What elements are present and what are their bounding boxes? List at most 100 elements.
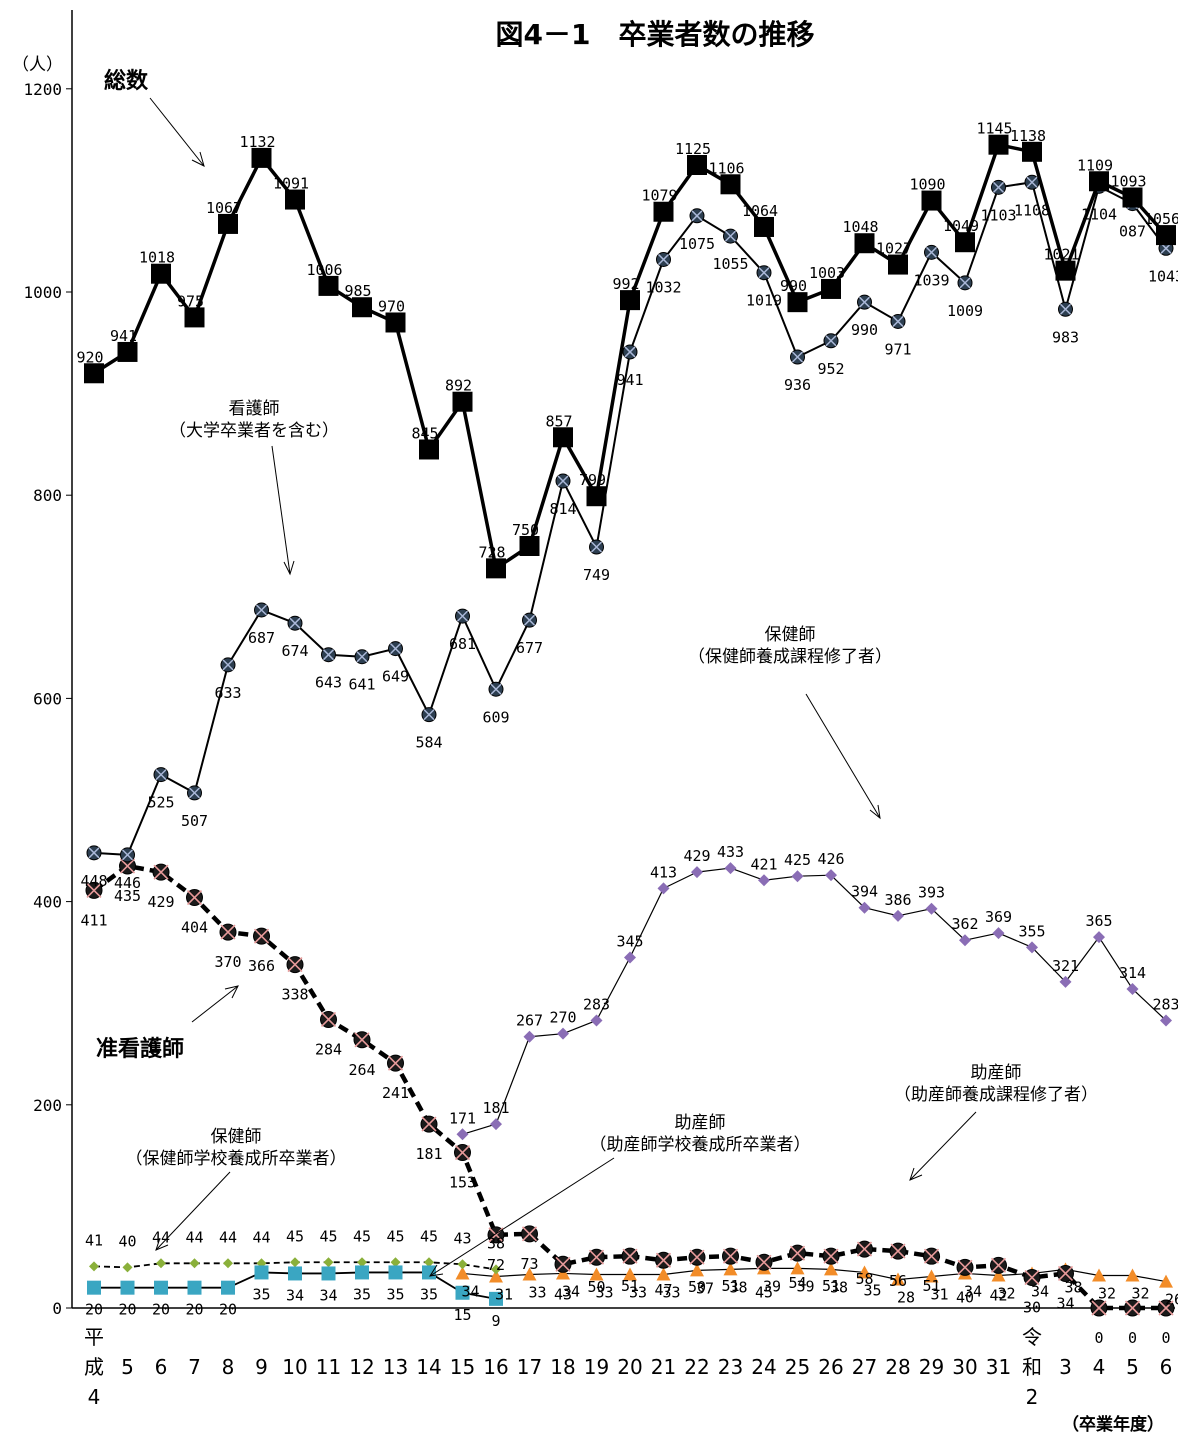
x-tick-label: 25	[785, 1355, 810, 1379]
data-label-nurse: 643	[315, 674, 342, 692]
data-label-phn-school: 20	[85, 1301, 103, 1319]
marker-total	[888, 254, 908, 275]
data-label-mw-school: 45	[286, 1227, 304, 1245]
marker-mw-school	[290, 1257, 300, 1268]
marker-nurse-cross	[523, 614, 536, 626]
marker-assoc-cross	[186, 889, 203, 906]
marker-nurse-cross	[222, 659, 234, 671]
marker-nurse-cross	[188, 787, 201, 799]
x-tick-label: 12	[349, 1355, 374, 1379]
data-label-total: 1106	[708, 159, 744, 177]
data-label-mw-course: 32	[997, 1284, 1015, 1302]
data-label-phn-school: 15	[453, 1306, 471, 1324]
data-label-phn-course: 425	[784, 851, 811, 869]
marker-nurse-cross	[892, 315, 904, 327]
marker-total	[218, 213, 238, 234]
data-label-mw-school: 45	[420, 1227, 438, 1245]
marker-assoc-cross	[153, 864, 169, 880]
marker-mw-course	[824, 1262, 838, 1276]
y-tick-label: 1000	[23, 283, 62, 302]
marker-nurse-cross	[758, 267, 770, 279]
data-label-nurse: 1103	[980, 206, 1016, 224]
marker-mw-school	[223, 1258, 233, 1269]
data-label-assoc: 284	[315, 1040, 342, 1058]
marker-total	[117, 341, 138, 362]
data-label-mw-course: 34	[964, 1282, 982, 1300]
data-label-assoc: 370	[214, 953, 241, 971]
marker-mw-course	[522, 1267, 537, 1281]
marker-phn-course	[791, 870, 804, 883]
data-labels: 34 31 33 34 33 33 33 37 38 39 39 38 35 28 31 34 32 34 38 32…	[76, 120, 1178, 1347]
marker-total	[687, 155, 707, 175]
data-label-mw-course: 34	[461, 1282, 479, 1300]
marker-phn-course	[1059, 975, 1072, 988]
marker-total	[586, 486, 607, 507]
data-label-nurse: 677	[516, 639, 543, 657]
marker-assoc-cross	[823, 1248, 839, 1264]
marker-total	[720, 174, 741, 195]
x-tick-label: 15	[450, 1355, 475, 1379]
data-label-phn-school: 35	[353, 1285, 371, 1303]
marker-mw-course	[455, 1266, 470, 1280]
x-tick-label: 3	[1059, 1355, 1072, 1379]
marker-total	[1156, 225, 1176, 246]
data-label-assoc: 264	[348, 1061, 375, 1079]
marker-nurse-cross	[657, 253, 670, 266]
data-label-phn-school: 20	[152, 1301, 170, 1319]
data-label-total: 799	[579, 471, 606, 489]
data-label-phn-course: 421	[750, 855, 777, 873]
data-label-nurse: 674	[281, 642, 308, 660]
data-label-assoc: 50	[688, 1278, 706, 1296]
marker-nurse-cross	[825, 335, 837, 347]
chart-title: 図4－1 卒業者数の推移	[496, 18, 815, 51]
marker-total	[486, 558, 506, 579]
annotation-phn-school-arrowhead	[155, 1237, 169, 1251]
marker-total	[653, 201, 674, 222]
data-label-mw-school: 40	[118, 1232, 136, 1250]
data-label-mw-school: 44	[152, 1228, 170, 1246]
marker-total	[251, 147, 272, 168]
annotation-phn-school-line2: （保健師学校養成所卒業者）	[126, 1149, 347, 1169]
marker-mw-school	[424, 1257, 434, 1268]
marker-phn-school	[221, 1280, 235, 1295]
x-tick-label: 4	[88, 1385, 101, 1409]
data-label-assoc: 435	[114, 887, 141, 905]
marker-mw-course	[924, 1269, 939, 1283]
x-tick-label: 10	[282, 1355, 307, 1379]
x-tick-label: 6	[1160, 1355, 1173, 1379]
series-line-phn-course	[462, 867, 1167, 1135]
data-label-total: 1027	[876, 240, 912, 258]
data-label-mw-course: 31	[930, 1286, 948, 1304]
data-label-total: 845	[411, 424, 438, 442]
marker-assoc-cross	[287, 957, 303, 973]
data-label-mw-course: 33	[595, 1283, 613, 1301]
x-tick-label: 24	[751, 1355, 776, 1379]
data-label-total: 1138	[1010, 127, 1046, 145]
annotation-mw-school-line1: 助産師	[675, 1113, 726, 1133]
marker-mw-course	[656, 1267, 671, 1281]
x-tick-label: 28	[885, 1355, 910, 1379]
marker-phn-course	[758, 874, 770, 887]
data-label-mw-school: 44	[185, 1228, 203, 1246]
data-label-nurse: 446	[114, 874, 141, 892]
data-label-mw-course: 31	[495, 1286, 513, 1304]
data-label-assoc: 54	[788, 1274, 806, 1292]
marker-nurse-cross	[858, 296, 871, 308]
marker-nurse-cross	[590, 541, 603, 553]
data-label-assoc: 47	[654, 1281, 672, 1299]
marker-phn-school	[120, 1280, 135, 1295]
marker-total	[385, 312, 406, 333]
annotation-mw-course-arrowhead	[909, 1167, 923, 1181]
marker-mw-school	[457, 1259, 468, 1270]
data-label-nurse: 1104	[1081, 205, 1117, 223]
annotation-mw-course-line2: （助産師養成課程修了者）	[894, 1085, 1098, 1105]
marker-mw-school	[189, 1258, 200, 1269]
marker-mw-course	[1125, 1268, 1140, 1282]
marker-phn-course	[858, 901, 871, 914]
data-label-assoc: 73	[520, 1255, 538, 1273]
data-label-mw-school: 43	[453, 1229, 471, 1247]
marker-assoc-cross	[1024, 1269, 1040, 1286]
series-assoc	[85, 857, 1175, 1317]
marker-phn-course	[691, 866, 703, 879]
marker-phn-course	[892, 909, 904, 922]
